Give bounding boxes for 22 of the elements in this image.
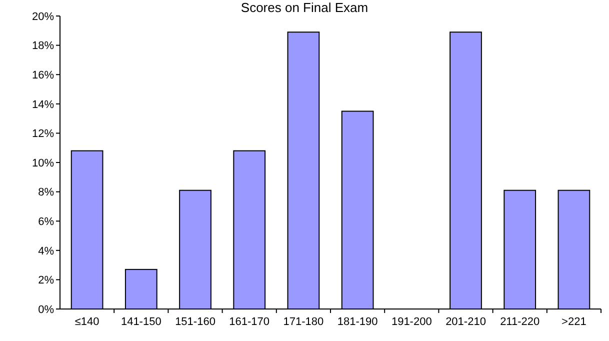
y-tick-label: 14%: [32, 98, 54, 111]
chart-title: Scores on Final Exam: [240, 0, 368, 15]
y-tick-label: 2%: [38, 274, 54, 287]
x-tick-label: 211-220: [500, 316, 540, 328]
y-tick-label: 12%: [32, 128, 54, 140]
x-tick-label: 201-210: [446, 316, 486, 328]
x-tick-label: 151-160: [175, 316, 216, 328]
y-tick-label: 6%: [38, 216, 54, 228]
x-tick-label: 141-150: [120, 316, 162, 328]
y-tick-label: 8%: [38, 186, 54, 199]
x-tick-label: >221: [562, 316, 586, 328]
x-tick-label: 191-200: [391, 316, 432, 328]
y-tick-label: 18%: [32, 40, 54, 52]
y-tick-label: 4%: [38, 245, 54, 258]
x-tick-label: 161-170: [229, 316, 270, 328]
x-tick-label: 171-180: [283, 316, 324, 328]
x-tick-label: ≤140: [74, 316, 100, 328]
y-tick-label: 10%: [32, 157, 54, 170]
y-tick-label: 0%: [38, 304, 54, 316]
x-tick-label: 181-190: [337, 316, 378, 328]
y-tick-label: 20%: [32, 10, 54, 23]
y-tick-label: 16%: [32, 69, 54, 82]
